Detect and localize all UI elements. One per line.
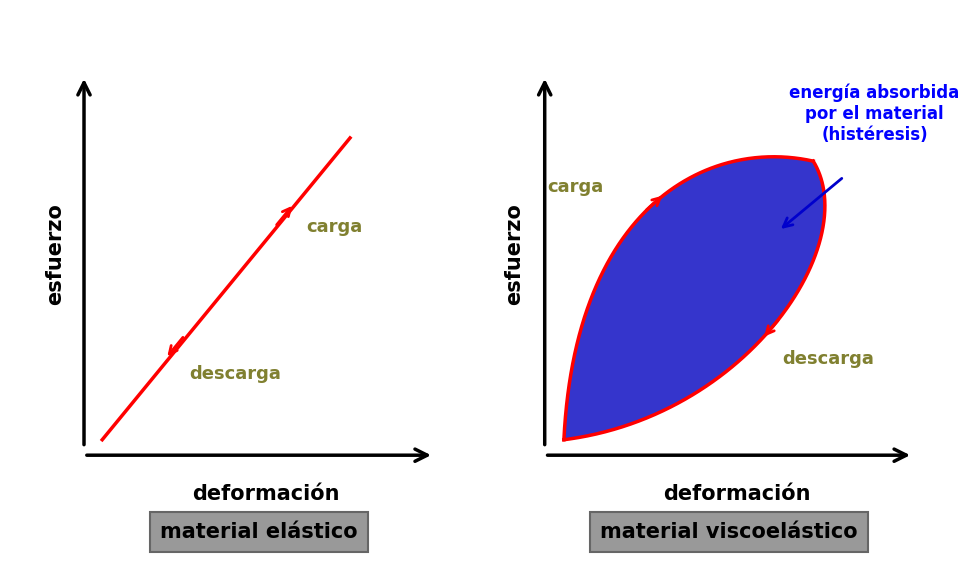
- Text: descarga: descarga: [783, 351, 875, 368]
- Text: material viscoelástico: material viscoelástico: [600, 522, 857, 542]
- Text: esfuerzo: esfuerzo: [45, 203, 65, 305]
- Polygon shape: [564, 157, 825, 440]
- Text: deformación: deformación: [193, 484, 340, 504]
- Text: esfuerzo: esfuerzo: [504, 203, 524, 305]
- Text: descarga: descarga: [190, 365, 282, 383]
- Text: material elástico: material elástico: [160, 522, 358, 542]
- Text: carga: carga: [548, 178, 603, 196]
- Text: deformación: deformación: [663, 484, 810, 504]
- Text: carga: carga: [306, 218, 363, 236]
- Text: energía absorbida
por el material
(histéresis): energía absorbida por el material (histé…: [789, 84, 959, 144]
